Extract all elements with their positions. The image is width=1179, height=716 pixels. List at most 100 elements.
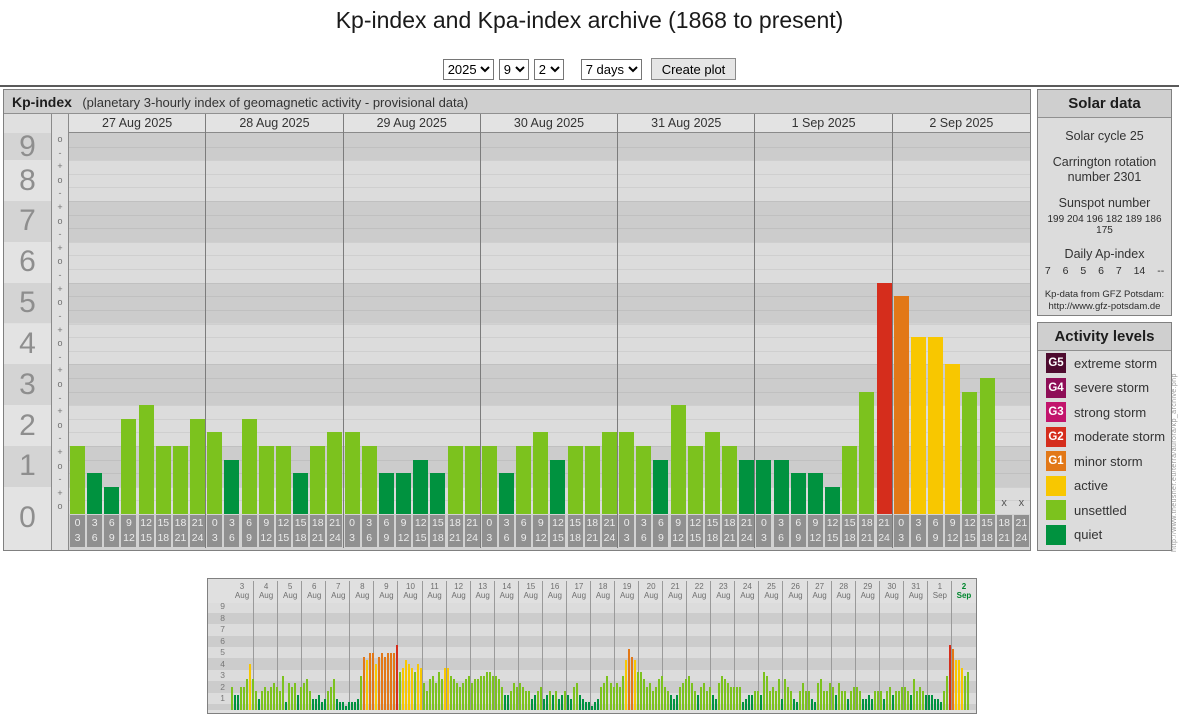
kp-bar [378,473,394,514]
divider [0,85,1179,87]
y-sublabel: - [58,147,62,158]
gridline [69,405,1030,407]
activity-levels-title: Activity levels [1038,323,1171,351]
watermark-url: http://www.theusner.eu/terra/aurora/kp_a… [1171,373,1178,552]
mini-kp-bar [480,675,483,710]
mini-kp-bar [347,702,350,710]
mini-kp-bar [383,656,386,710]
mini-date-label: 17 Aug [571,582,587,600]
mini-kp-bar [940,702,943,710]
mini-day-column: 5 Aug [278,581,303,710]
mini-kp-bar [690,683,693,710]
mini-kp-bar [510,690,513,710]
mini-kp-bar [567,694,570,710]
mini-y-tick: 6 [220,635,225,646]
mini-kp-bar [687,675,690,710]
mini-date-label: 13 Aug [475,582,490,600]
mini-kp-bar [552,694,555,710]
kp-bar [499,473,514,514]
mini-kp-bar [669,694,672,710]
mini-kp-bar [398,671,401,710]
mini-kp-bar [732,687,735,710]
mini-day-column: 14 Aug [495,581,519,710]
mini-kp-bar [850,690,853,710]
mini-stripe [208,603,976,613]
mini-kp-bar [329,687,332,710]
mini-date-label: 30 Aug [884,582,899,600]
mini-kp-bar [314,698,317,710]
mini-day-column: 21 Aug [663,581,688,710]
mini-day-column: 7 Aug [326,581,351,710]
mini-kp-bar [937,698,940,710]
create-plot-button[interactable]: Create plot [650,58,737,80]
kp-bar [842,445,858,514]
mini-date-label: 20 Aug [644,582,659,600]
gridline [69,201,1030,203]
mini-kp-bar [278,690,281,710]
kp-index-panel-header: Kp-index (planetary 3-hourly index of ge… [4,90,1030,114]
mini-kp-bar [591,706,594,710]
mini-kp-bar [762,671,765,710]
mini-day-column: 16 Aug [543,581,567,710]
mini-kp-bar [814,702,817,710]
mini-kp-bar [471,683,474,710]
mini-kp-bar [287,683,290,710]
mini-kp-bar [564,690,567,710]
kp-bar [893,296,909,514]
mini-kp-bar [465,679,468,710]
gridline [69,187,1030,189]
mini-kp-bar [913,679,916,710]
mini-kp-bar [618,687,621,710]
mini-kp-bar [561,694,564,710]
mini-day-column: 19 Aug [615,581,640,710]
time-slot-label: 9 12 [121,515,137,547]
kp-bar [910,337,926,514]
y-sublabel: + [57,242,63,253]
kp-bar [258,445,274,514]
plot-stripe [69,133,1030,161]
mini-kp-bar [606,675,609,710]
level-label: strong storm [1074,404,1147,420]
time-slot-label: 15 18 [430,515,446,547]
mini-date-label: 9 Aug [379,582,394,600]
day-column: 0 3 3 6 6 9 9 12 12 15 15 18 18 21 21 24 [69,133,207,548]
mini-kp-bar [805,690,808,710]
year-select[interactable]: 2025 [442,58,494,80]
y-tick-band: 6 [4,241,51,283]
activity-level-row: quiet [1038,523,1171,548]
mini-kp-bar [714,698,717,710]
kp-bar [722,445,738,514]
mini-kp-bar [495,675,498,710]
kp-bar [172,445,188,514]
mini-kp-bar [648,683,651,710]
mini-day-column: 15 Aug [519,581,543,710]
mini-kp-bar [350,702,353,710]
mini-kp-bar [792,698,795,710]
gridline [69,364,1030,366]
mini-kp-bar [504,694,507,710]
gridline [69,391,1030,393]
mini-day-column: 17 Aug [567,581,591,710]
range-select[interactable]: 7 days [580,58,642,80]
mini-kp-bar [696,694,699,710]
mini-date-label: 1 Sep [932,582,947,600]
month-select[interactable]: 9 [498,58,529,80]
day-select[interactable]: 2 [533,58,564,80]
mini-kp-bar [934,698,937,710]
y-sublabel: - [58,270,62,281]
y-sublabel: o [57,215,63,226]
mini-day-column: 27 Aug [808,581,832,710]
gridline [69,323,1030,325]
mini-kp-bar [958,660,961,710]
mini-y-tick: 5 [220,647,225,658]
mini-kp-bar [362,656,365,710]
mini-kp-bar [904,687,907,710]
mini-day-column: 25 Aug [759,581,784,710]
gridline [69,282,1030,284]
kp-bar [550,459,566,514]
